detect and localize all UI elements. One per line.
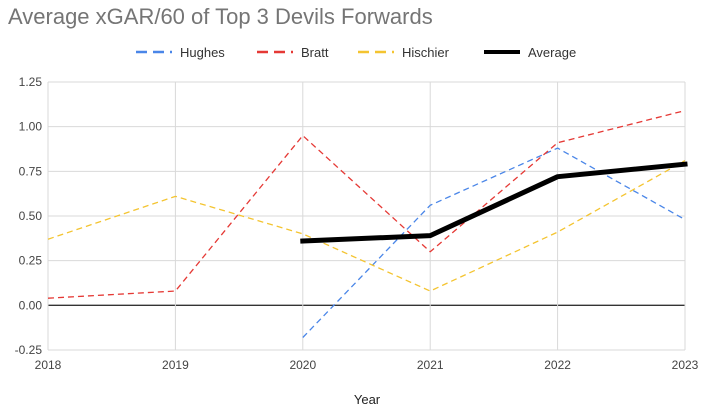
x-tick-label: 2019	[162, 358, 189, 372]
legend-item-average: Average	[484, 45, 576, 60]
x-axis-title: Year	[354, 392, 381, 407]
series-line-bratt	[47, 109, 686, 299]
legend-item-hischier: Hischier	[358, 45, 450, 60]
y-tick-label: 0.50	[19, 209, 43, 223]
x-tick-label: 2021	[417, 358, 444, 372]
legend-item-hughes: Hughes	[136, 45, 225, 60]
series-line-hischier	[47, 160, 686, 292]
x-tick-label: 2018	[35, 358, 62, 372]
legend-item-bratt: Bratt	[257, 45, 329, 60]
x-tick-label: 2023	[672, 358, 699, 372]
y-tick-label: 0.00	[19, 298, 43, 312]
chart-title: Average xGAR/60 of Top 3 Devils Forwards	[8, 4, 433, 29]
legend-label: Bratt	[301, 45, 329, 60]
x-tick-label: 2020	[289, 358, 316, 372]
y-tick-label: -0.25	[15, 343, 43, 357]
legend-label: Average	[528, 45, 576, 60]
series-line-hughes	[302, 147, 686, 338]
legend-label: Hischier	[402, 45, 450, 60]
x-tick-label: 2022	[544, 358, 571, 372]
legend-label: Hughes	[180, 45, 225, 60]
y-tick-label: 1.00	[19, 120, 43, 134]
y-tick-label: 0.75	[19, 164, 43, 178]
series-line-average	[300, 161, 688, 244]
y-tick-label: 1.25	[19, 75, 43, 89]
y-tick-label: 0.25	[19, 254, 43, 268]
